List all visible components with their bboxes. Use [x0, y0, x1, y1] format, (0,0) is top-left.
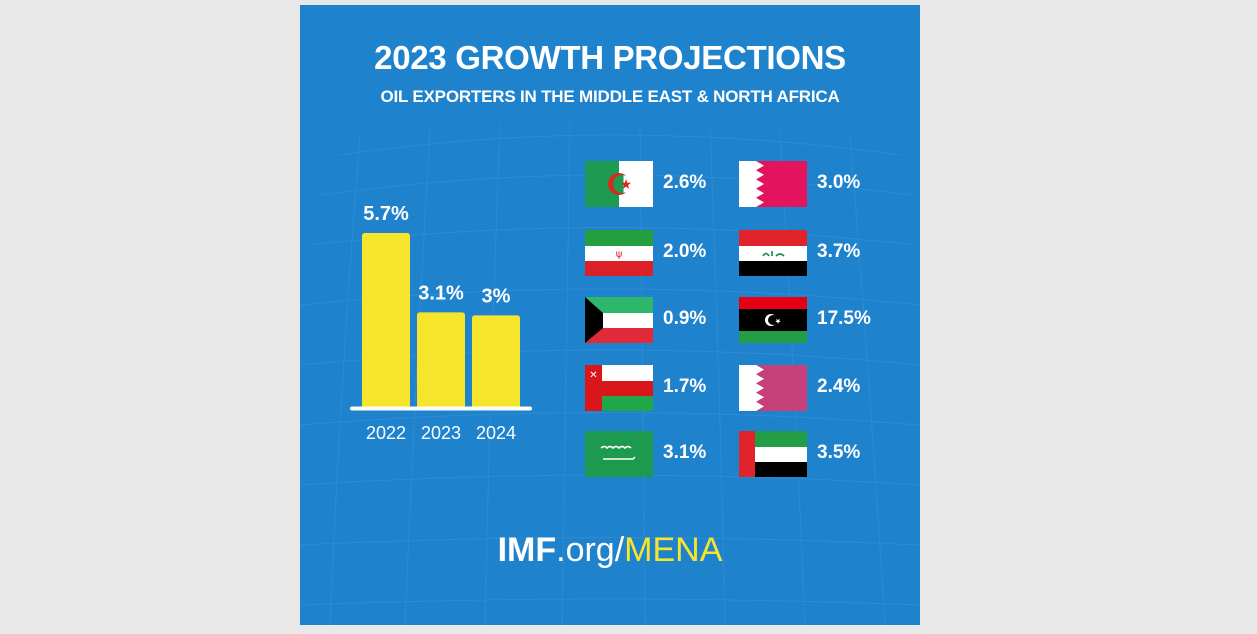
qatar-flag-icon [739, 365, 807, 411]
x-tick-label-2022: 2022 [366, 423, 406, 443]
growth-bar-chart: 5.7% 2022 3.1% 2023 3% 2024 [350, 203, 532, 443]
saudi-arabia-flag-icon [585, 431, 653, 477]
iran-growth-value: 2.0% [663, 241, 707, 262]
country-row-oman: ✕ 1.7% [585, 365, 735, 411]
country-row-iran: ψ 2.0% [585, 230, 735, 276]
qatar-growth-value: 2.4% [817, 376, 861, 397]
iraq-flag-icon [739, 230, 807, 276]
data-label-2024: 3% [482, 285, 511, 307]
iran-flag-icon: ψ [585, 230, 653, 276]
algeria-flag-icon [585, 161, 653, 207]
iraq-growth-value: 3.7% [817, 241, 861, 262]
footer-org: .org/ [556, 531, 625, 569]
page-subtitle: OIL EXPORTERS IN THE MIDDLE EAST & NORTH… [380, 87, 840, 106]
oman-growth-value: 1.7% [663, 376, 707, 397]
saudi-arabia-growth-value: 3.1% [663, 442, 707, 463]
country-row-qatar: 2.4% [739, 365, 889, 411]
country-row-iraq: 3.7% [739, 230, 889, 276]
algeria-growth-value: 2.6% [663, 172, 707, 193]
footer-mena: MENA [624, 531, 723, 569]
bar-2024 [472, 315, 520, 407]
bahrain-flag-icon [739, 161, 807, 207]
bahrain-growth-value: 3.0% [817, 172, 861, 193]
libya-growth-value: 17.5% [817, 308, 871, 329]
country-row-bahrain: 3.0% [739, 161, 889, 207]
country-row-saudi-arabia: 3.1% [585, 431, 735, 477]
uae-flag-icon [739, 431, 807, 477]
libya-flag-icon [739, 297, 807, 343]
kuwait-flag-icon [585, 297, 653, 343]
kuwait-growth-value: 0.9% [663, 308, 707, 329]
bar-2023 [417, 312, 465, 407]
country-row-kuwait: 0.9% [585, 297, 735, 343]
bar-2022 [362, 233, 410, 407]
footer-imf: IMF [497, 531, 557, 569]
x-tick-label-2023: 2023 [421, 423, 461, 443]
oman-flag-icon: ✕ [585, 365, 653, 411]
svg-text:✕: ✕ [589, 370, 597, 381]
infographic-card: 2023 GROWTH PROJECTIONS OIL EXPORTERS IN… [300, 5, 920, 625]
page-title: 2023 GROWTH PROJECTIONS [374, 39, 846, 76]
uae-growth-value: 3.5% [817, 442, 861, 463]
data-label-2023: 3.1% [418, 282, 464, 304]
data-label-2022: 5.7% [363, 203, 409, 225]
country-row-uae: 3.5% [739, 431, 889, 477]
country-row-algeria: 2.6% [585, 161, 735, 207]
country-row-libya: 17.5% [739, 297, 889, 343]
x-tick-label-2024: 2024 [476, 423, 516, 443]
imf-mena-link[interactable]: IMF.org/MENA [300, 531, 920, 570]
svg-text:ψ: ψ [616, 249, 623, 260]
